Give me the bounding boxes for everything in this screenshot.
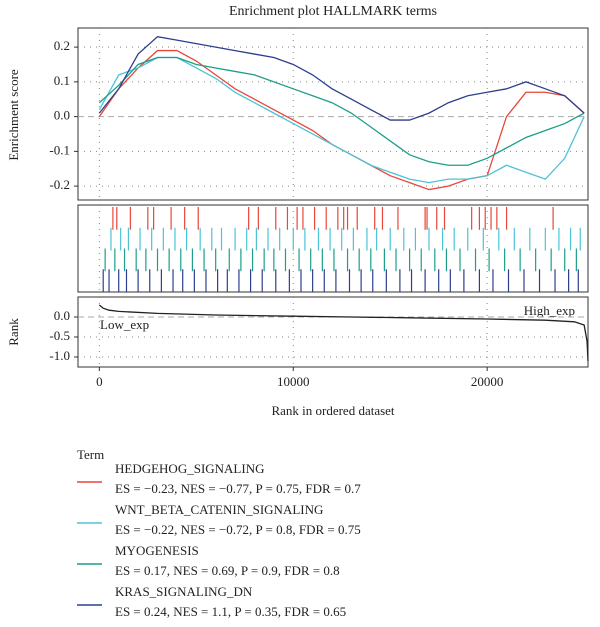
- data-line: [98, 49, 585, 191]
- x-tick-label: 10000: [277, 374, 310, 389]
- data-line: [98, 35, 585, 121]
- legend-stats: ES = 0.17, NES = 0.69, P = 0.9, FDR = 0.…: [115, 563, 340, 578]
- x-axis-label: Rank in ordered dataset: [271, 403, 394, 418]
- y-tick-label: -0.5: [49, 328, 70, 343]
- legend-stats: ES = 0.24, NES = 1.1, P = 0.35, FDR = 0.…: [115, 604, 346, 619]
- y-tick-label: 0.0: [54, 108, 70, 123]
- legend-title: Term: [77, 447, 104, 462]
- plot-frame: [77, 204, 589, 293]
- legend-label: KRAS_SIGNALING_DN: [115, 584, 253, 599]
- legend-stats: ES = −0.23, NES = −0.77, P = 0.75, FDR =…: [115, 481, 361, 496]
- y-axis-label: Enrichment score: [6, 69, 21, 161]
- y-tick-label: 0.0: [54, 308, 70, 323]
- y-tick-label: -0.1: [49, 142, 70, 157]
- legend-label: MYOGENESIS: [115, 543, 199, 558]
- y-axis-label: Rank: [6, 318, 21, 346]
- chart-title: Enrichment plot HALLMARK terms: [229, 4, 437, 19]
- y-tick-label: -0.2: [49, 177, 70, 192]
- x-tick-label: 0: [96, 374, 103, 389]
- annotation: Low_exp: [100, 317, 149, 332]
- plot-frame: [77, 27, 589, 201]
- plot-frame: [77, 296, 589, 368]
- y-tick-label: -1.0: [49, 348, 70, 363]
- data-line: [98, 304, 589, 362]
- legend-stats: ES = −0.22, NES = −0.72, P = 0.8, FDR = …: [115, 522, 361, 537]
- y-tick-label: 0.1: [54, 73, 70, 88]
- annotation: High_exp: [524, 303, 575, 318]
- x-tick-label: 20000: [471, 374, 504, 389]
- y-tick-label: 0.2: [54, 38, 70, 53]
- legend-label: WNT_BETA_CATENIN_SIGNALING: [115, 502, 323, 517]
- data-line: [98, 56, 585, 184]
- legend-label: HEDGEHOG_SIGNALING: [115, 461, 264, 476]
- data-line: [98, 56, 585, 166]
